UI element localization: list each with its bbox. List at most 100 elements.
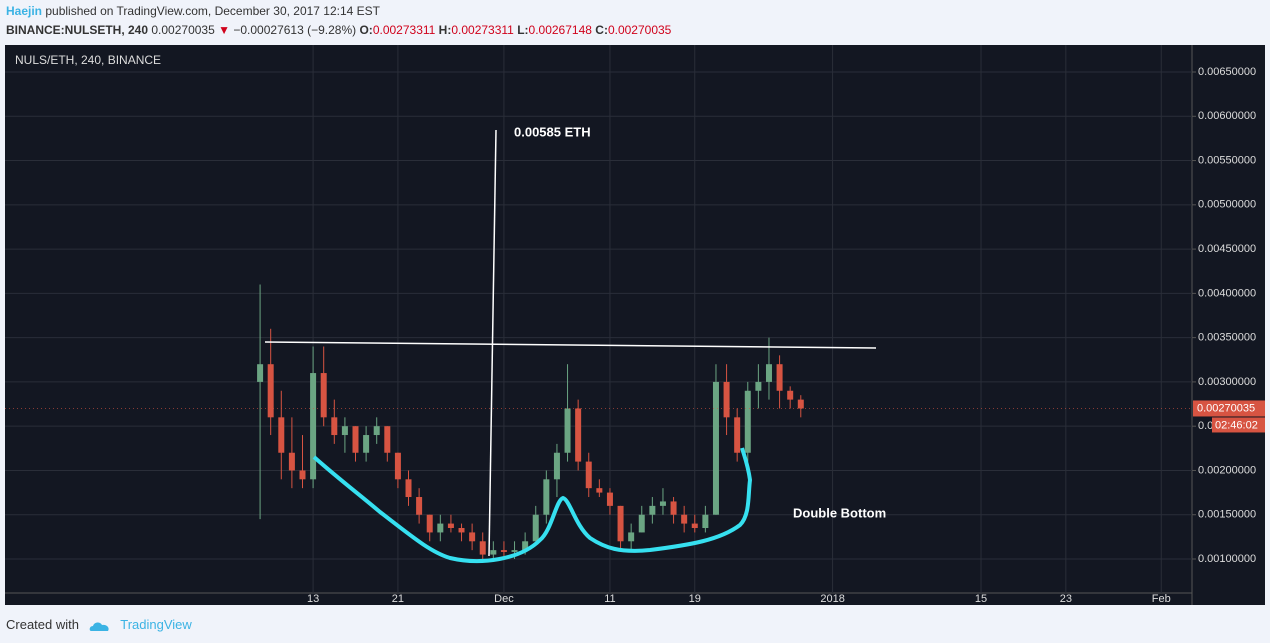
candle-body — [797, 399, 804, 409]
candle-body — [426, 514, 433, 533]
last-price-label: 0.00270035 — [1197, 402, 1255, 414]
candle-body — [776, 364, 783, 391]
resistance-line — [264, 341, 877, 349]
created: Created with — [6, 617, 79, 632]
quote-line: BINANCE:NULSETH, 240 0.00270035 ▼ −0.000… — [6, 23, 671, 37]
x-tick-label: 15 — [975, 593, 987, 605]
c: 0.00270035 — [607, 23, 672, 37]
countdown: 02:46:02 — [1215, 419, 1258, 431]
candle-body — [787, 390, 794, 400]
y-tick-label: 0.00400000 — [1198, 287, 1256, 299]
candle-body — [702, 514, 709, 529]
logo — [89, 622, 109, 631]
last: 0.00270035 — [151, 23, 215, 37]
y-tick-label: 0.00200000 — [1198, 464, 1256, 476]
candle-body — [458, 528, 465, 533]
y-tick-label: 0.00150000 — [1198, 509, 1256, 521]
candle-body — [363, 435, 370, 453]
candle-body — [723, 381, 730, 418]
candle-body — [659, 501, 666, 506]
l: 0.00267148 — [528, 23, 592, 37]
candle-body — [734, 417, 741, 453]
candle-body — [681, 514, 688, 524]
candle-body — [691, 523, 698, 529]
candle-body — [670, 501, 677, 515]
y-tick-label: 0.00650000 — [1198, 66, 1256, 78]
y-tick-label: 0.00100000 — [1198, 553, 1256, 565]
candle-body — [267, 364, 274, 418]
candle-body — [447, 523, 454, 529]
o-label: O: — [359, 23, 373, 37]
double-bottom-curve — [312, 447, 753, 563]
candle-body — [596, 488, 603, 493]
symbol: BINANCE:NULSETH, 240 — [6, 23, 149, 37]
candle-body — [394, 452, 401, 480]
h: 0.00273311 — [451, 23, 514, 37]
candle-body — [320, 373, 327, 418]
y-tick-label: 0.00350000 — [1198, 332, 1256, 344]
candle-body — [744, 390, 751, 453]
spike-line — [488, 129, 497, 557]
candle-body — [585, 461, 592, 489]
last-price-box — [1193, 400, 1265, 417]
candle-body — [373, 426, 380, 436]
x-tick-label: Dec — [494, 593, 514, 605]
y-tick-label: 0.00450000 — [1198, 243, 1256, 255]
chart-title: NULS/ETH, 240, BINANCE — [15, 53, 161, 67]
o: 0.00273311 — [372, 23, 436, 37]
candle-body — [479, 541, 486, 555]
h-label: H: — [438, 23, 452, 37]
y-tick-label: 0.00600000 — [1198, 110, 1256, 122]
candle-body — [469, 532, 476, 542]
candle-body — [712, 381, 719, 515]
candle-body — [416, 497, 423, 515]
candle-body — [543, 479, 550, 515]
candle-body — [490, 550, 497, 555]
candle-body — [257, 364, 264, 382]
x-tick-label: Feb — [1152, 593, 1171, 605]
countdown-box — [1212, 417, 1265, 433]
candle-body — [553, 452, 560, 480]
candle-body — [564, 408, 571, 453]
c-label: C: — [595, 23, 608, 37]
candle-body — [511, 550, 518, 552]
brand[interactable]: TradingView — [120, 617, 192, 632]
candle-body — [331, 417, 338, 436]
candle-body — [649, 505, 656, 515]
x-tick-label: 2018 — [820, 593, 844, 605]
candle-body — [532, 514, 539, 542]
footer: Created with TradingView — [6, 617, 192, 632]
candle-body — [341, 426, 348, 436]
x-tick-label: 21 — [392, 593, 404, 605]
y-tick-label: 0.00300000 — [1198, 376, 1256, 388]
candle-body — [755, 381, 762, 391]
candle-body — [299, 470, 306, 480]
published: published on TradingView.com, December 3… — [45, 4, 381, 18]
x-tick-label: 13 — [307, 593, 319, 605]
candle-body — [384, 426, 391, 453]
y-tick-label: 0.00550000 — [1198, 154, 1256, 166]
candle-body — [628, 532, 635, 542]
y-tick-label: 0.00500000 — [1198, 199, 1256, 211]
author[interactable]: Haejin — [6, 4, 43, 18]
annotation: Double Bottom — [793, 505, 886, 520]
candle-body — [606, 492, 613, 506]
x-tick-label: 11 — [604, 593, 615, 605]
x-tick-label: 23 — [1060, 593, 1072, 605]
publish-line: Haejin published on TradingView.com, Dec… — [6, 4, 380, 18]
candle-body — [437, 523, 444, 533]
candle-body — [310, 373, 317, 480]
candle-body — [617, 505, 624, 542]
arrow: ▼ — [218, 23, 231, 37]
l-label: L: — [517, 23, 529, 37]
candle-body — [765, 364, 772, 382]
candle-body — [575, 408, 582, 462]
annotation: 0.00585 ETH — [514, 124, 591, 139]
candle-body — [278, 417, 285, 453]
candle-body — [522, 541, 529, 551]
x-tick-label: 19 — [689, 593, 701, 605]
candle-body — [638, 514, 645, 533]
candle-body — [352, 426, 359, 453]
candle-body — [405, 479, 412, 498]
